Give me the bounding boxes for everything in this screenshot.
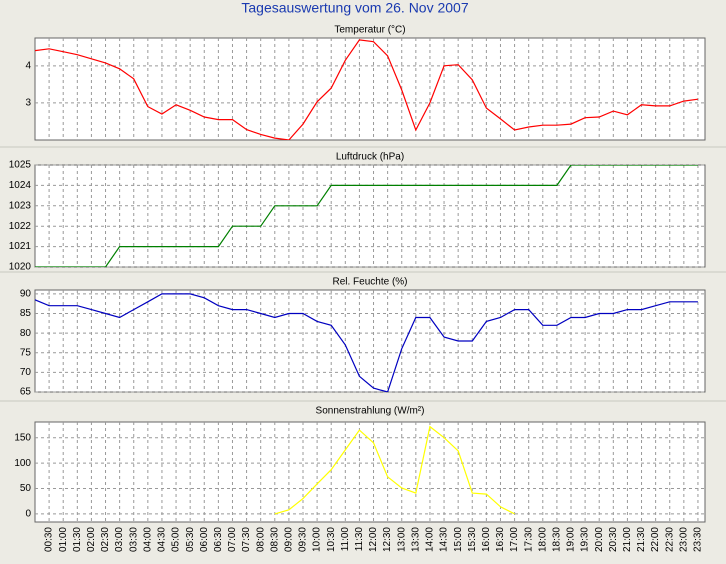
x-tick-label: 04:30 (157, 527, 168, 552)
x-tick-label: 21:30 (636, 527, 647, 552)
x-tick-label: 01:00 (58, 527, 69, 552)
plot-area (34, 164, 706, 268)
x-tick-label: 20:00 (594, 527, 605, 552)
x-tick-label: 20:30 (608, 527, 619, 552)
panel-title: Temperatur (°C) (334, 25, 405, 36)
x-tick-label: 23:00 (678, 527, 689, 552)
x-tick-label: 22:00 (650, 527, 661, 552)
x-tick-label: 15:30 (467, 527, 478, 552)
plot-area (34, 37, 706, 141)
x-tick-label: 04:00 (142, 527, 153, 552)
x-tick-label: 18:30 (552, 527, 563, 552)
y-tick-label: 4 (25, 60, 31, 71)
x-tick-label: 12:00 (368, 527, 379, 552)
x-tick-label: 08:30 (269, 527, 280, 552)
x-tick-label: 14:00 (425, 527, 436, 552)
x-tick-label: 05:00 (171, 527, 182, 552)
y-tick-label: 1025 (9, 160, 32, 171)
y-tick-label: 80 (20, 328, 32, 339)
plot-area (34, 289, 706, 393)
x-tick-label: 06:00 (199, 527, 210, 552)
y-tick-label: 70 (20, 367, 32, 378)
x-tick-label: 01:30 (72, 527, 83, 552)
y-tick-label: 1020 (9, 262, 32, 273)
y-tick-label: 1022 (9, 221, 32, 232)
y-tick-label: 3 (25, 98, 31, 109)
x-tick-label: 02:00 (86, 527, 97, 552)
x-tick-label: 10:30 (326, 527, 337, 552)
x-tick-label: 05:30 (185, 527, 196, 552)
y-tick-label: 50 (20, 483, 32, 494)
series-line (35, 293, 698, 392)
x-tick-label: 16:00 (481, 527, 492, 552)
x-tick-label: 21:00 (622, 527, 633, 552)
x-tick-label: 03:00 (114, 527, 125, 552)
y-tick-label: 1024 (9, 180, 32, 191)
y-tick-label: 0 (25, 509, 31, 520)
plot-area (34, 421, 706, 523)
x-tick-label: 03:30 (128, 527, 139, 552)
y-tick-label: 75 (20, 347, 32, 358)
series-line (35, 39, 698, 140)
panel-title: Rel. Feuchte (%) (332, 277, 407, 288)
x-tick-label: 22:30 (664, 527, 675, 552)
x-tick-label: 19:00 (566, 527, 577, 552)
y-tick-label: 85 (20, 308, 32, 319)
x-tick-label: 06:30 (213, 527, 224, 552)
x-tick-label: 13:00 (396, 527, 407, 552)
x-tick-label: 02:30 (100, 527, 111, 552)
x-tick-label: 23:30 (693, 527, 704, 552)
panel-title: Sonnenstrahlung (W/m²) (316, 406, 425, 417)
series-line (274, 425, 515, 515)
x-tick-label: 11:30 (354, 527, 365, 552)
x-tick-label: 07:30 (241, 527, 252, 552)
x-tick-label: 16:30 (495, 527, 506, 552)
x-tick-label: 15:00 (453, 527, 464, 552)
y-tick-label: 100 (14, 458, 31, 469)
page-title: Tagesauswertung vom 26. Nov 2007 (241, 0, 468, 16)
x-tick-label: 17:30 (523, 527, 534, 552)
series-line (35, 165, 698, 267)
x-tick-label: 12:30 (382, 527, 393, 552)
x-tick-label: 13:30 (410, 527, 421, 552)
y-tick-label: 90 (20, 289, 32, 300)
x-tick-label: 19:30 (580, 527, 591, 552)
x-tick-label: 09:30 (298, 527, 309, 552)
x-tick-label: 18:00 (537, 527, 548, 552)
x-tick-label: 09:00 (284, 527, 295, 552)
panel-title: Luftdruck (hPa) (336, 152, 404, 163)
x-tick-label: 00:30 (44, 527, 55, 552)
x-tick-label: 11:00 (340, 527, 351, 552)
x-tick-label: 10:00 (312, 527, 323, 552)
x-tick-label: 07:00 (227, 527, 238, 552)
y-tick-label: 1021 (9, 241, 32, 252)
y-tick-label: 65 (20, 387, 32, 398)
x-tick-label: 14:30 (439, 527, 450, 552)
y-tick-label: 150 (14, 432, 31, 443)
x-tick-label: 08:00 (255, 527, 266, 552)
y-tick-label: 1023 (9, 200, 32, 211)
x-tick-label: 17:00 (509, 527, 520, 552)
